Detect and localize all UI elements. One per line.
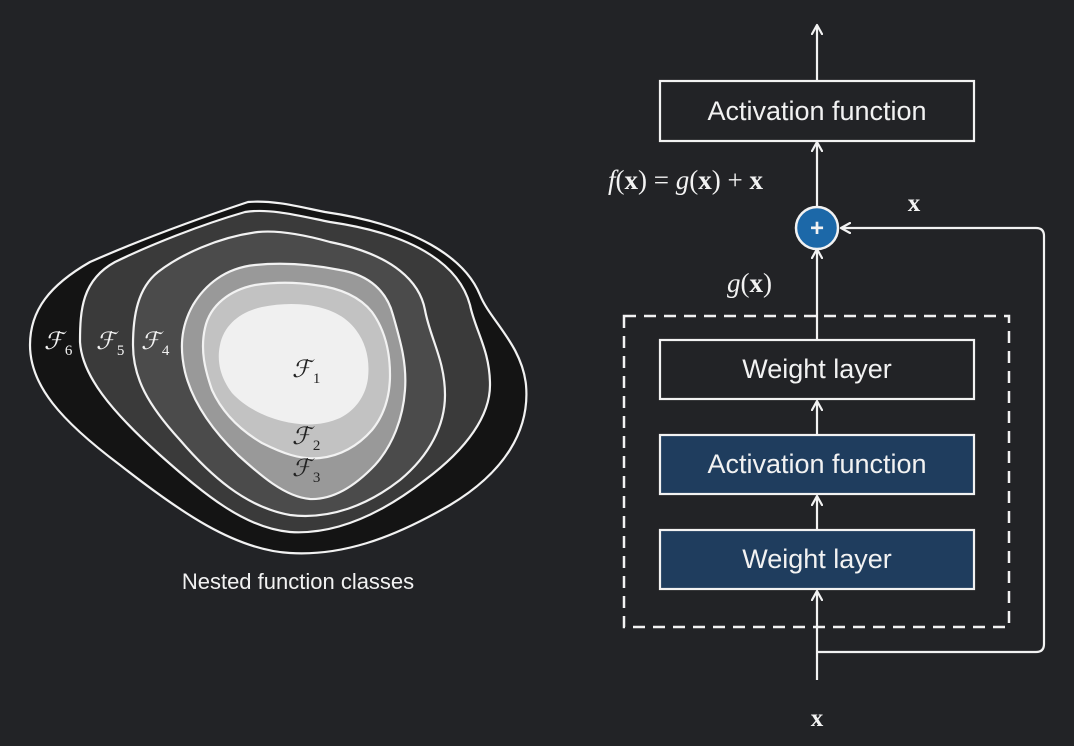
weight-layer-bottom-box <box>658 528 976 591</box>
input-x-label: x <box>811 705 824 732</box>
fx-equation-label: f(x) = g(x) + x <box>608 165 763 195</box>
activation-function-mid-box <box>658 433 976 496</box>
weight-layer-top-label: Weight layer <box>742 354 892 384</box>
nested-caption: Nested function classes <box>182 569 414 594</box>
plus-circle <box>794 205 840 251</box>
residual-block: Activation function Weight layer Activat… <box>608 26 1046 732</box>
skip-connection <box>817 228 1046 654</box>
plus-node: + <box>794 205 840 251</box>
activation-function-mid-label: Activation function <box>707 449 926 479</box>
gx-label: g(x) <box>727 268 772 298</box>
skip-x-label: x <box>908 190 921 217</box>
region-f1 <box>218 303 369 425</box>
activation-function-top-label: Activation function <box>707 96 926 126</box>
weight-layer-top-box <box>658 338 976 401</box>
weight-layer-bottom-label: Weight layer <box>742 544 892 574</box>
plus-icon: + <box>810 215 824 242</box>
activation-function-top-box <box>658 79 976 143</box>
